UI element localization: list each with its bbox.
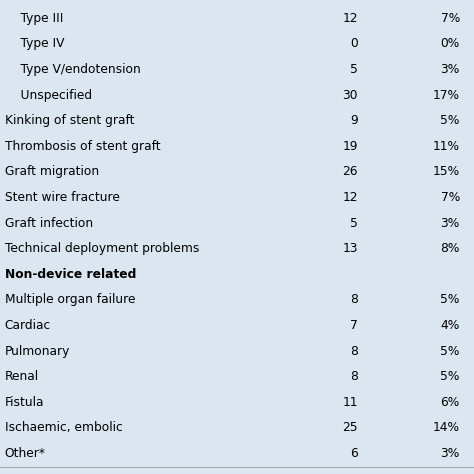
Text: 8: 8 bbox=[350, 370, 358, 383]
Text: Cardiac: Cardiac bbox=[5, 319, 51, 332]
Text: 12: 12 bbox=[342, 12, 358, 25]
Text: 5%: 5% bbox=[440, 345, 460, 357]
Text: 13: 13 bbox=[342, 242, 358, 255]
Text: 15%: 15% bbox=[433, 165, 460, 178]
Text: Unspecified: Unspecified bbox=[5, 89, 92, 101]
Text: Stent wire fracture: Stent wire fracture bbox=[5, 191, 119, 204]
Text: 9: 9 bbox=[350, 114, 358, 127]
Text: 0%: 0% bbox=[440, 37, 460, 50]
Text: Graft migration: Graft migration bbox=[5, 165, 99, 178]
Text: 7%: 7% bbox=[440, 12, 460, 25]
Text: 12: 12 bbox=[342, 191, 358, 204]
Text: Renal: Renal bbox=[5, 370, 39, 383]
Text: 14%: 14% bbox=[433, 421, 460, 434]
Text: 5%: 5% bbox=[440, 293, 460, 306]
Text: 6%: 6% bbox=[440, 396, 460, 409]
Text: 8: 8 bbox=[350, 345, 358, 357]
Text: Multiple organ failure: Multiple organ failure bbox=[5, 293, 135, 306]
Text: 7: 7 bbox=[350, 319, 358, 332]
Text: Other*: Other* bbox=[5, 447, 46, 460]
Text: 5: 5 bbox=[350, 63, 358, 76]
Text: Thrombosis of stent graft: Thrombosis of stent graft bbox=[5, 140, 160, 153]
Text: 30: 30 bbox=[342, 89, 358, 101]
Text: Graft infection: Graft infection bbox=[5, 217, 93, 229]
Text: 26: 26 bbox=[342, 165, 358, 178]
Text: 5%: 5% bbox=[440, 114, 460, 127]
Text: Type III: Type III bbox=[5, 12, 63, 25]
Text: 5%: 5% bbox=[440, 370, 460, 383]
Text: 7%: 7% bbox=[440, 191, 460, 204]
Text: 19: 19 bbox=[342, 140, 358, 153]
Text: 3%: 3% bbox=[440, 447, 460, 460]
Text: Non-device related: Non-device related bbox=[5, 268, 136, 281]
Text: Pulmonary: Pulmonary bbox=[5, 345, 70, 357]
Text: 6: 6 bbox=[350, 447, 358, 460]
Text: 17%: 17% bbox=[433, 89, 460, 101]
Text: 8%: 8% bbox=[440, 242, 460, 255]
Text: 3%: 3% bbox=[440, 217, 460, 229]
Text: Type V/endotension: Type V/endotension bbox=[5, 63, 140, 76]
Text: 3%: 3% bbox=[440, 63, 460, 76]
Text: 11: 11 bbox=[342, 396, 358, 409]
Text: Type IV: Type IV bbox=[5, 37, 64, 50]
Text: Ischaemic, embolic: Ischaemic, embolic bbox=[5, 421, 122, 434]
Text: Technical deployment problems: Technical deployment problems bbox=[5, 242, 199, 255]
Text: 5: 5 bbox=[350, 217, 358, 229]
Text: 0: 0 bbox=[350, 37, 358, 50]
Text: 4%: 4% bbox=[440, 319, 460, 332]
Text: Fistula: Fistula bbox=[5, 396, 44, 409]
Text: 11%: 11% bbox=[433, 140, 460, 153]
Text: 25: 25 bbox=[342, 421, 358, 434]
Text: 8: 8 bbox=[350, 293, 358, 306]
Text: Kinking of stent graft: Kinking of stent graft bbox=[5, 114, 134, 127]
